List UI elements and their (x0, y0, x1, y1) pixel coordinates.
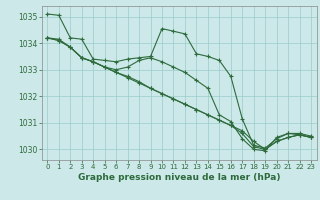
X-axis label: Graphe pression niveau de la mer (hPa): Graphe pression niveau de la mer (hPa) (78, 173, 280, 182)
